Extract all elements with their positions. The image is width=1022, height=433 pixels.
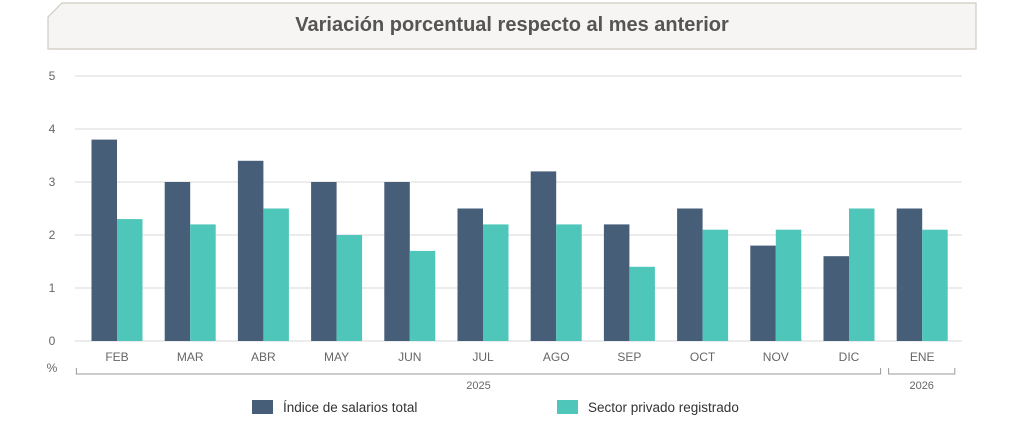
year-label: 2026 xyxy=(909,380,933,392)
bar-nov-series-1 xyxy=(750,245,776,341)
year-label: 2025 xyxy=(466,380,490,392)
x-tick-label: OCT xyxy=(690,350,716,364)
x-tick-label: MAR xyxy=(177,350,204,364)
y-tick-label: 0 xyxy=(49,334,56,348)
x-tick-label: SEP xyxy=(617,350,641,364)
bar-mar-series-2 xyxy=(190,224,216,341)
year-bracket-2025 xyxy=(75,368,882,375)
x-tick-label: ENE xyxy=(910,350,935,364)
bar-ago-series-2 xyxy=(556,224,582,341)
y-tick-label: 5 xyxy=(49,69,56,83)
bar-feb-series-1 xyxy=(91,139,117,341)
x-tick-label: JUN xyxy=(398,350,421,364)
legend-swatch-series-1 xyxy=(252,400,273,414)
x-tick-label: NOV xyxy=(763,350,789,364)
y-tick-label: 3 xyxy=(49,175,56,189)
bar-may-series-2 xyxy=(336,235,363,341)
y-axis-ticks: 0 1 2 3 4 5 xyxy=(49,69,56,348)
bar-mar-series-1 xyxy=(164,182,191,341)
x-axis-ticks: FEB MAR ABR MAY JUN JUL AGO SEP OCT NOV DIC ENE xyxy=(105,350,934,364)
bar-may-series-1 xyxy=(311,182,337,341)
bar-sep-series-2 xyxy=(629,266,655,341)
legend-swatch-series-2 xyxy=(557,400,578,414)
x-tick-label: ABR xyxy=(251,350,276,364)
bar-jul-series-2 xyxy=(483,224,509,341)
chart-title: Variación porcentual respecto al mes ant… xyxy=(295,14,729,36)
bar-ene-series-1 xyxy=(896,208,923,341)
bar-jun-series-1 xyxy=(384,182,410,341)
bar-feb-series-2 xyxy=(117,219,143,341)
legend: Índice de salarios total Sector privado r… xyxy=(252,400,739,415)
legend-label-series-2: Sector privado registrado xyxy=(588,400,739,415)
bar-abr-series-2 xyxy=(263,208,289,341)
bar-dic-series-2 xyxy=(849,208,875,341)
bar-dic-series-1 xyxy=(823,256,849,341)
bar-ago-series-1 xyxy=(530,171,557,341)
x-tick-label: MAY xyxy=(324,350,349,364)
y-tick-label: 1 xyxy=(49,281,56,295)
bars xyxy=(91,139,948,341)
grid-lines xyxy=(75,75,962,342)
bar-oct-series-1 xyxy=(677,208,703,341)
x-tick-label: DIC xyxy=(839,350,860,364)
legend-label-series-1: Índice de salarios total xyxy=(283,400,417,415)
bar-ene-series-2 xyxy=(922,229,948,341)
bar-jul-series-1 xyxy=(457,208,483,341)
bar-nov-series-2 xyxy=(775,229,802,341)
title-banner-shape xyxy=(47,2,977,50)
y-axis-unit-label: % xyxy=(47,361,58,375)
title-banner: Variación porcentual respecto al mes ant… xyxy=(47,2,977,50)
bar-abr-series-1 xyxy=(237,160,264,341)
bar-sep-series-1 xyxy=(603,224,630,341)
bar-oct-series-2 xyxy=(702,229,729,341)
year-groups: 2025 2026 xyxy=(75,368,956,392)
y-tick-label: 4 xyxy=(49,122,56,136)
x-tick-label: FEB xyxy=(105,350,128,364)
x-tick-label: AGO xyxy=(543,350,570,364)
x-tick-label: JUL xyxy=(472,350,494,364)
bar-jun-series-2 xyxy=(409,250,436,341)
year-bracket-2026 xyxy=(888,368,956,375)
y-tick-label: 2 xyxy=(49,228,56,242)
